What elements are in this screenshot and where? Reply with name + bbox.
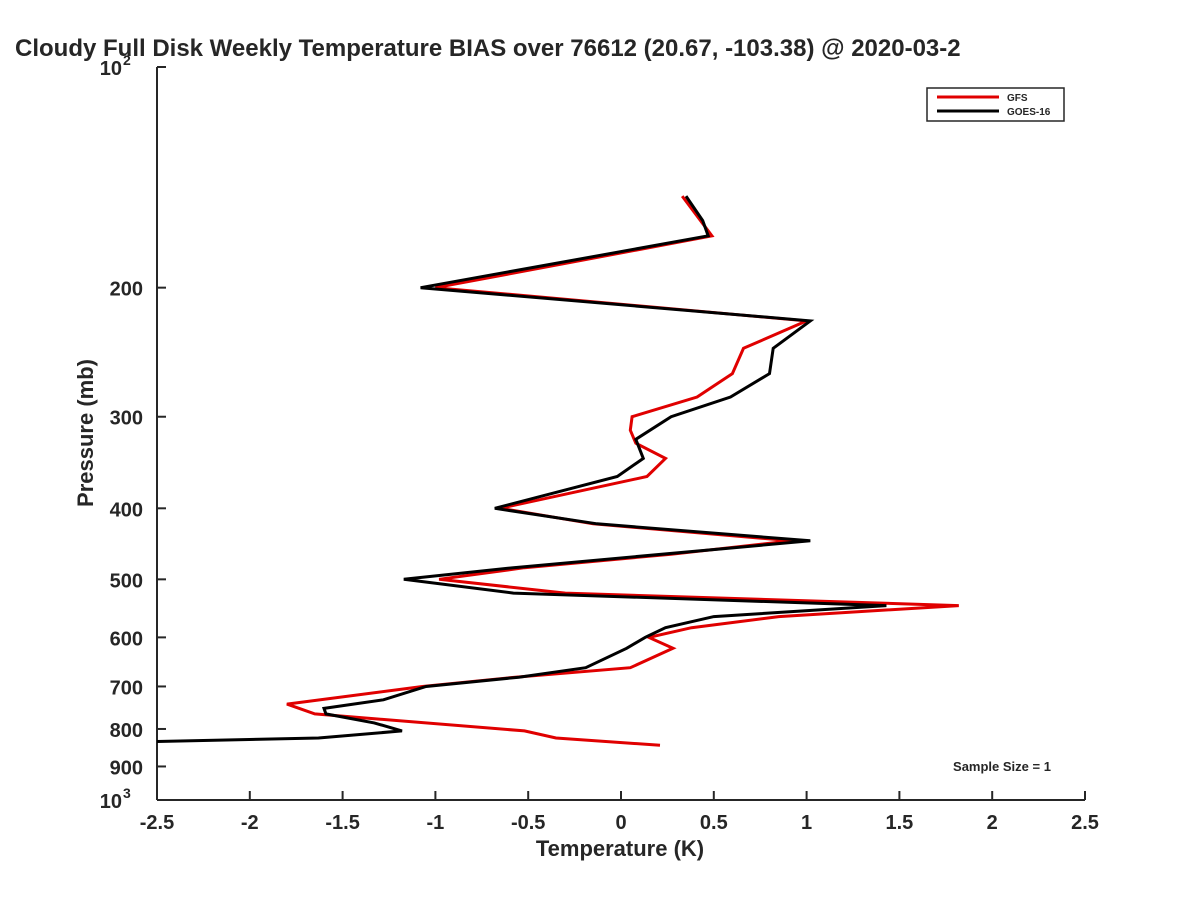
sample-size-annotation: Sample Size = 1 bbox=[953, 759, 1051, 774]
y-tick-label: 900 bbox=[110, 757, 143, 779]
y-tick-label: 300 bbox=[110, 408, 143, 430]
x-tick-label: -2.5 bbox=[140, 812, 174, 834]
x-tick-label: 1 bbox=[801, 812, 812, 834]
x-tick-label: 0 bbox=[615, 812, 626, 834]
y-axis-label: Pressure (mb) bbox=[73, 359, 98, 507]
chart-title: Cloudy Full Disk Weekly Temperature BIAS… bbox=[15, 35, 961, 62]
y-tick-label: 10 bbox=[100, 791, 122, 813]
y-tick-label: 700 bbox=[110, 677, 143, 699]
x-tick-label: -0.5 bbox=[511, 812, 545, 834]
axes: -2.5 -2 -1.5 -1 -0.5 0 0.5 1 1.5 2 2.510 2200300400… bbox=[100, 52, 1099, 834]
x-tick-label: 1.5 bbox=[885, 812, 913, 834]
x-tick-label: 0.5 bbox=[700, 812, 728, 834]
legend-label: GOES-16 bbox=[1007, 107, 1051, 118]
y-tick-label-exponent: 3 bbox=[123, 785, 131, 801]
y-tick-label: 800 bbox=[110, 720, 143, 742]
y-tick-label: 600 bbox=[110, 628, 143, 650]
y-tick-label: 500 bbox=[110, 570, 143, 592]
x-axis-label: Temperature (K) bbox=[536, 836, 704, 861]
y-tick-label: 400 bbox=[110, 499, 143, 521]
legend-label: GFS bbox=[1007, 93, 1028, 104]
y-tick-label: 10 bbox=[100, 58, 122, 80]
x-tick-label: 2.5 bbox=[1071, 812, 1099, 834]
x-tick-label: -2 bbox=[241, 812, 259, 834]
legend-box bbox=[926, 87, 1065, 122]
series-line-goes-16 bbox=[157, 195, 887, 743]
legend: GFS GOES-16 bbox=[926, 87, 1065, 122]
x-tick-label: -1.5 bbox=[325, 812, 359, 834]
x-tick-label: 2 bbox=[987, 812, 998, 834]
x-tick-label: -1 bbox=[427, 812, 445, 834]
y-tick-label: 200 bbox=[110, 279, 143, 301]
series-lines bbox=[157, 195, 959, 747]
y-tick-label-exponent: 2 bbox=[123, 52, 131, 68]
